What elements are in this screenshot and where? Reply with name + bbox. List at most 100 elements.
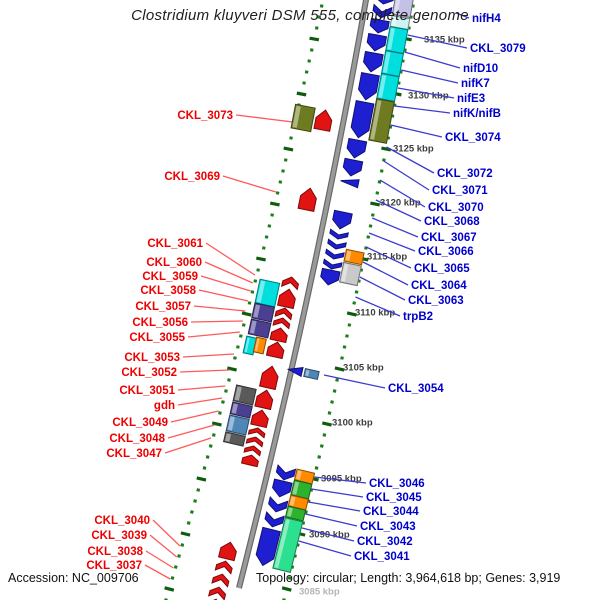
operon-block[interactable] [229, 401, 253, 419]
gene-label-blue[interactable]: nifH4 [472, 13, 501, 25]
gene-label-blue[interactable]: trpB2 [403, 311, 433, 323]
operon-block[interactable] [368, 98, 395, 144]
operon-block[interactable] [284, 505, 307, 522]
gene-label-blue[interactable]: CKL_3067 [421, 232, 477, 244]
operon-block[interactable] [272, 516, 304, 574]
operon-block[interactable] [252, 336, 267, 355]
operon-block[interactable] [391, 0, 415, 18]
operon-block[interactable] [389, 14, 411, 31]
gene-label-red[interactable]: CKL_3047 [106, 448, 162, 460]
forward-gene-arrow[interactable] [322, 258, 343, 271]
gene-label-red[interactable]: CKL_3038 [87, 546, 143, 558]
operon-block[interactable] [251, 302, 276, 323]
forward-gene-arrow[interactable] [374, 0, 395, 5]
gene-label-blue[interactable]: CKL_3045 [366, 492, 422, 504]
gene-label-blue[interactable]: CKL_3064 [411, 280, 467, 292]
operon-block[interactable] [247, 318, 272, 339]
operon-block[interactable] [376, 72, 400, 103]
reverse-gene-arrow[interactable] [207, 585, 227, 600]
reverse-gene-arrow[interactable] [274, 306, 293, 321]
operon-block[interactable] [385, 26, 409, 54]
operon-block[interactable] [380, 49, 404, 78]
operon-block[interactable] [225, 414, 250, 436]
gene-label-blue[interactable]: CKL_3066 [418, 246, 474, 258]
forward-gene-arrow[interactable] [325, 248, 345, 261]
gene-label-blue[interactable]: CKL_3046 [369, 478, 425, 490]
gene-label-red[interactable]: CKL_3057 [135, 301, 191, 313]
gene-label-red[interactable]: CKL_3059 [142, 271, 198, 283]
gene-label-red[interactable]: CKL_3051 [119, 385, 175, 397]
gene-label-red[interactable]: CKL_3037 [86, 560, 142, 572]
operon-block[interactable] [290, 103, 316, 133]
forward-gene-arrow[interactable] [275, 464, 297, 482]
operon-block[interactable] [303, 367, 320, 381]
operon-block[interactable] [254, 278, 281, 308]
forward-gene-arrow[interactable] [372, 3, 393, 20]
forward-gene-arrow[interactable] [340, 176, 360, 189]
gene-label-blue[interactable]: nifE3 [457, 93, 485, 105]
gene-label-blue[interactable]: CKL_3063 [408, 295, 464, 307]
gene-label-blue[interactable]: CKL_3044 [363, 506, 419, 518]
reverse-gene-arrow[interactable] [247, 426, 266, 439]
reverse-gene-arrow[interactable] [243, 444, 262, 457]
gene-label-red[interactable]: CKL_3058 [140, 285, 196, 297]
gene-label-blue[interactable]: CKL_3068 [424, 216, 480, 228]
gene-label-blue[interactable]: CKL_3072 [437, 168, 493, 180]
operon-block[interactable] [222, 431, 246, 447]
reverse-gene-arrow[interactable] [211, 572, 230, 588]
gene-label-red[interactable]: CKL_3060 [146, 257, 202, 269]
gene-label-red[interactable]: CKL_3056 [132, 317, 188, 329]
forward-gene-arrow[interactable] [331, 209, 353, 230]
reverse-gene-arrow[interactable] [245, 435, 264, 448]
gene-label-red[interactable]: CKL_3052 [121, 367, 177, 379]
forward-gene-arrow[interactable] [342, 157, 364, 177]
gene-label-blue[interactable]: CKL_3079 [470, 43, 526, 55]
gene-label-blue[interactable]: CKL_3042 [357, 536, 413, 548]
forward-gene-arrow[interactable] [362, 50, 384, 74]
forward-gene-arrow[interactable] [254, 526, 281, 567]
gene-label-red[interactable]: CKL_3039 [91, 530, 147, 542]
gene-label-blue[interactable]: CKL_3071 [432, 185, 488, 197]
gene-label-blue[interactable]: nifD10 [463, 63, 498, 75]
forward-gene-arrow[interactable] [264, 511, 285, 529]
reverse-gene-arrow[interactable] [272, 316, 291, 330]
forward-gene-arrow[interactable] [319, 267, 341, 286]
reverse-gene-arrow[interactable] [254, 388, 275, 411]
gene-label-red[interactable]: CKL_3049 [112, 417, 168, 429]
gene-label-red[interactable]: CKL_3069 [164, 171, 220, 183]
reverse-gene-arrow[interactable] [258, 365, 280, 391]
gene-label-red[interactable]: CKL_3048 [109, 433, 165, 445]
gene-label-blue[interactable]: CKL_3065 [414, 263, 470, 275]
forward-gene-arrow[interactable] [357, 71, 380, 102]
forward-gene-arrow[interactable] [349, 100, 375, 140]
operon-block[interactable] [293, 468, 316, 485]
gene-label-red[interactable]: CKL_3061 [147, 238, 203, 250]
gene-label-red[interactable]: gdh [154, 400, 175, 412]
gene-label-blue[interactable]: CKL_3043 [360, 521, 416, 533]
forward-gene-arrow[interactable] [327, 238, 347, 250]
reverse-gene-arrow[interactable] [250, 408, 270, 429]
forward-gene-arrow[interactable] [346, 137, 368, 159]
operon-block[interactable] [343, 248, 365, 266]
gene-label-blue[interactable]: nifK/nifB [453, 108, 501, 120]
gene-label-blue[interactable]: CKL_3070 [428, 202, 484, 214]
reverse-gene-arrow[interactable] [240, 453, 260, 468]
gene-label-red[interactable]: CKL_3055 [129, 332, 185, 344]
forward-gene-arrow[interactable] [366, 32, 388, 53]
gene-label-red[interactable]: CKL_3053 [124, 352, 180, 364]
gene-label-red[interactable]: CKL_3040 [94, 515, 150, 527]
operon-block[interactable] [338, 261, 362, 287]
gene-label-blue[interactable]: CKL_3041 [354, 551, 410, 563]
gene-label-blue[interactable]: CKL_3054 [388, 383, 444, 395]
reverse-gene-arrow[interactable] [217, 540, 239, 562]
reverse-gene-arrow[interactable] [280, 275, 300, 291]
gene-label-red[interactable]: CKL_3073 [177, 110, 233, 122]
reverse-gene-arrow[interactable] [313, 109, 333, 132]
reverse-gene-arrow[interactable] [265, 340, 285, 360]
forward-gene-arrow[interactable] [271, 478, 293, 499]
gene-label-blue[interactable]: CKL_3074 [445, 132, 501, 144]
forward-gene-arrow[interactable] [369, 17, 390, 35]
forward-gene-arrow[interactable] [329, 228, 349, 240]
reverse-gene-arrow[interactable] [214, 559, 233, 575]
operon-block[interactable] [232, 384, 257, 406]
